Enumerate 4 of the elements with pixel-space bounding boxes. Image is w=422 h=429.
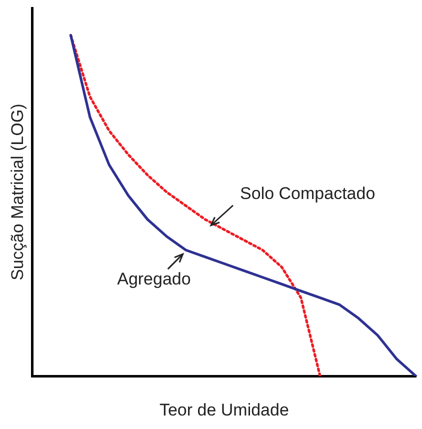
- y-axis-title: Sucção Matricial (LOG): [8, 104, 27, 280]
- x-axis-title: Teor de Umidade: [159, 400, 289, 420]
- series-label: Agregado: [117, 270, 191, 289]
- series-label: Solo Compactado: [240, 184, 376, 204]
